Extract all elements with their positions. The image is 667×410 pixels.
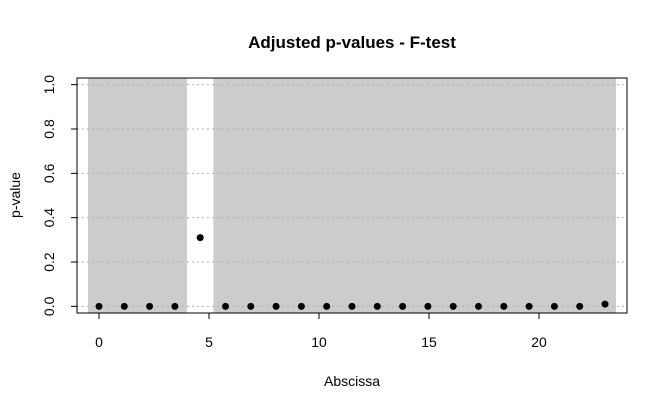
data-point-17 [525, 302, 533, 310]
data-point-18 [550, 302, 558, 310]
data-point-1 [120, 302, 128, 310]
data-point-9 [323, 302, 331, 310]
data-point-14 [449, 302, 457, 310]
x-tick-label-4: 20 [531, 334, 547, 350]
data-point-0 [95, 302, 103, 310]
shaded-region-1 [213, 78, 616, 313]
data-point-6 [247, 302, 255, 310]
data-point-10 [348, 302, 356, 310]
data-point-2 [146, 302, 154, 310]
y-tick-label-0: 0.0 [41, 296, 57, 316]
y-tick-label-2: 0.4 [41, 208, 57, 228]
data-point-19 [576, 302, 584, 310]
x-tick-label-2: 10 [311, 334, 327, 350]
data-point-12 [399, 302, 407, 310]
data-points [95, 234, 609, 310]
data-point-8 [297, 302, 305, 310]
data-point-3 [171, 302, 179, 310]
x-axis-label: Abscissa [324, 373, 380, 389]
y-axis-label: p-value [7, 172, 23, 218]
data-point-5 [222, 302, 229, 310]
y-tick-label-4: 0.8 [41, 119, 57, 139]
data-point-16 [500, 302, 508, 310]
y-tick-label-3: 0.6 [41, 163, 57, 183]
y-tick-label-1: 0.2 [41, 252, 57, 272]
data-point-4 [196, 234, 204, 242]
data-point-15 [475, 302, 482, 310]
data-point-11 [373, 302, 381, 310]
y-tick-label-5: 1.0 [41, 75, 57, 95]
x-tick-label-1: 5 [205, 334, 213, 350]
chart-title: Adjusted p-values - F-test [248, 33, 456, 52]
shaded-region-0 [88, 78, 187, 313]
data-point-7 [272, 302, 280, 310]
x-tick-label-3: 15 [421, 334, 437, 350]
y-axis: 0.0 0.2 0.4 0.6 0.8 1.0 [41, 75, 78, 316]
data-point-13 [424, 302, 432, 310]
shaded-regions [88, 78, 616, 313]
data-point-20 [601, 300, 609, 308]
x-axis: 0 5 10 15 20 [95, 312, 547, 350]
x-tick-label-0: 0 [95, 334, 103, 350]
